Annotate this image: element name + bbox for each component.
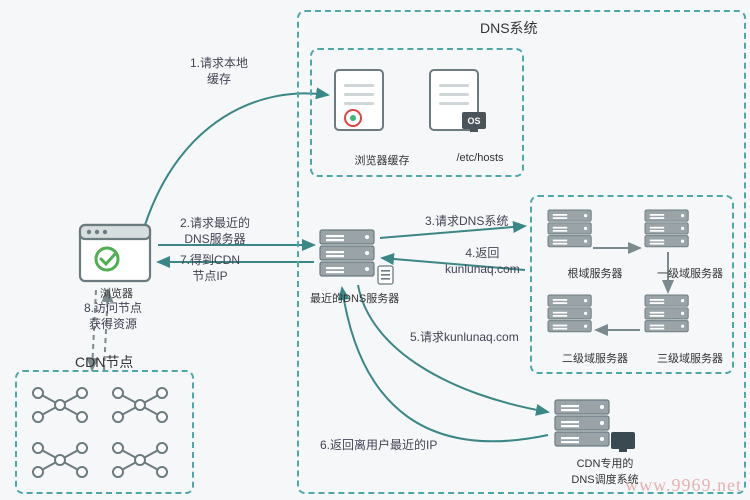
- label-l7: 7.得到CDN 节点IP: [180, 252, 240, 284]
- group-title-cdn_nodes: CDN节点: [75, 352, 133, 372]
- node-l3srv: 三级域服务器: [640, 350, 740, 366]
- label-l8: 8.访问节点 获得资源: [84, 300, 142, 332]
- label-l6: 6.返回离用户最近的IP: [320, 437, 437, 453]
- label-l4: 4.返回 kunlunaq.com: [445, 245, 520, 277]
- node-browser: 浏览器: [100, 285, 133, 301]
- diagram-canvas: { "canvas": { "w": 750, "h": 500, "bg": …: [0, 0, 750, 500]
- node-browser_cache: 浏览器缓存: [332, 152, 432, 168]
- group-title-dns_system: DNS系统: [480, 18, 538, 38]
- label-l3: 3.请求DNS系统: [425, 213, 508, 229]
- label-l1: 1.请求本地 缓存: [190, 55, 248, 87]
- node-l2srv: 二级域服务器: [545, 350, 645, 366]
- node-cdn_dns: CDN专用的 DNS调度系统: [555, 455, 655, 487]
- label-l5: 5.请求kunlunaq.com: [410, 329, 519, 345]
- node-nearest_dns: 最近的DNS服务器: [310, 290, 399, 306]
- node-etc_hosts: /etc/hosts: [430, 152, 530, 164]
- node-root: 根域服务器: [545, 265, 645, 281]
- node-l1srv: 一级域服务器: [640, 265, 740, 281]
- label-l2: 2.请求最近的 DNS服务器: [180, 215, 250, 247]
